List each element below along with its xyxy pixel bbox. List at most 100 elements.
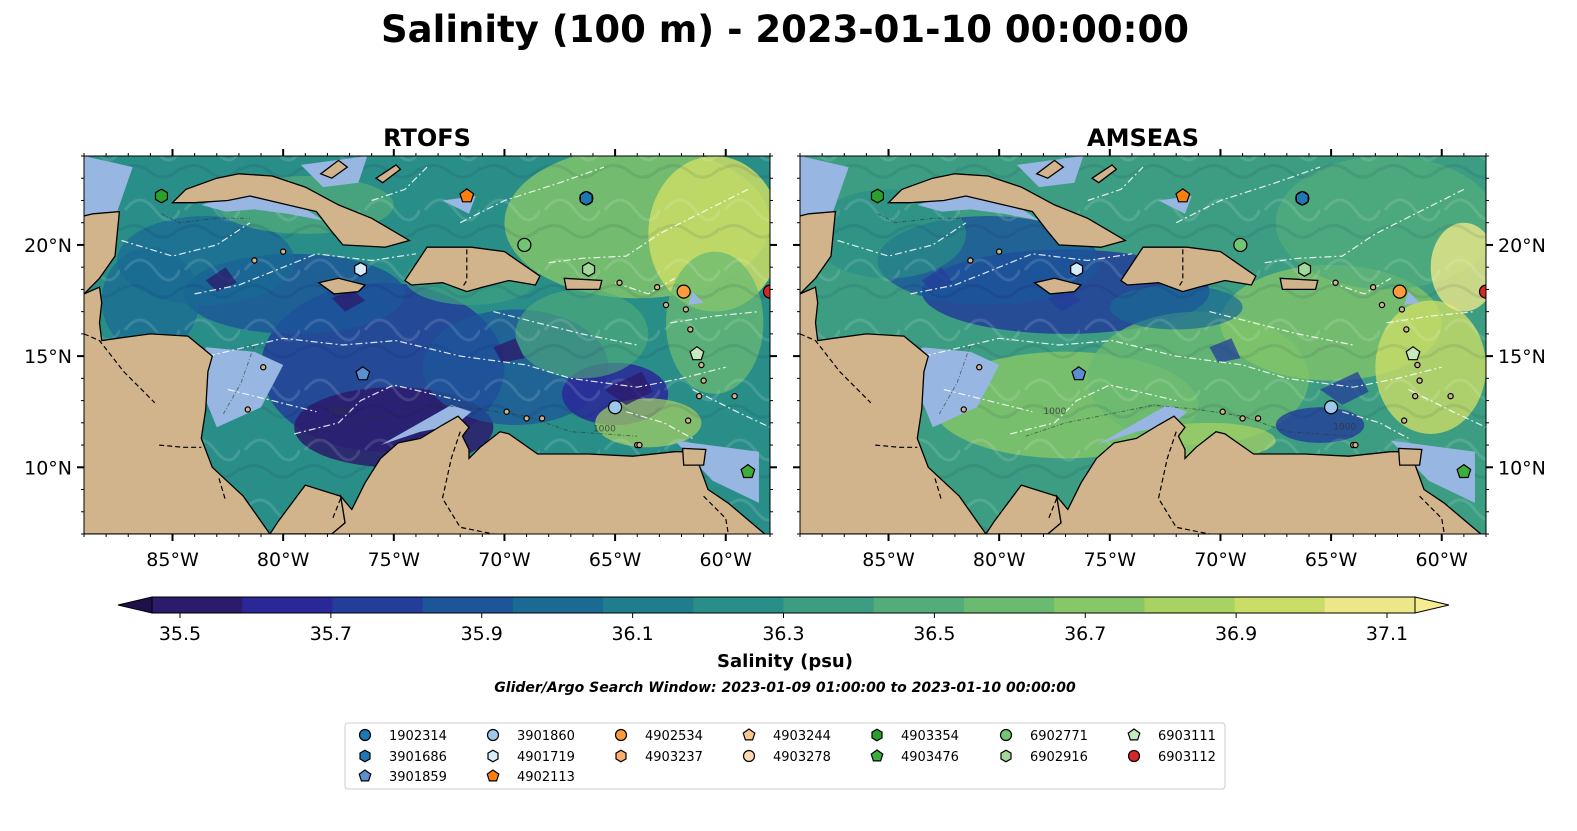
- land-jamaica: [317, 277, 367, 295]
- small-island: [260, 364, 267, 371]
- depth-contour: [877, 213, 966, 224]
- lat-tick-label: 10°N: [1498, 457, 1546, 479]
- colorbar-segment: [152, 597, 243, 613]
- float-marker-3901859: [355, 366, 371, 381]
- land-trinidad: [681, 447, 707, 466]
- colorbar-segment: [422, 597, 514, 613]
- legend-marker: [1127, 728, 1141, 741]
- small-island: [1219, 408, 1226, 415]
- lon-tick-label: 80°W: [257, 549, 310, 571]
- country-border: [1419, 495, 1445, 534]
- country-border: [934, 478, 943, 501]
- colorbar-tick-label: 35.7: [310, 623, 352, 645]
- small-island: [1403, 326, 1410, 333]
- eez-boundary: [1342, 411, 1409, 439]
- float-marker-6903111: [1405, 345, 1421, 361]
- eez-boundary: [371, 166, 428, 202]
- lat-tick-label: 20°N: [24, 235, 72, 257]
- float-marker-3901860: [1323, 400, 1339, 415]
- float-marker-4903354: [870, 188, 885, 204]
- small-island: [503, 408, 510, 415]
- lat-tick-label: 20°N: [1498, 235, 1546, 257]
- lon-tick-label: 70°W: [1194, 549, 1247, 571]
- colorbar: 35.5 35.7 35.9 36.1 36.3 36.5 36.7 36.9 37.1: [117, 596, 1450, 645]
- float-marker-4901719: [1070, 261, 1084, 277]
- country-border: [800, 333, 872, 404]
- small-island: [1416, 377, 1423, 384]
- small-island: [682, 306, 690, 313]
- legend-label: 6902916: [1030, 750, 1088, 765]
- land-cuba: [886, 173, 1127, 248]
- legend-label: 4902534: [645, 729, 703, 744]
- colorbar-tick-label: 36.3: [762, 623, 804, 645]
- map-frame: [799, 155, 1487, 535]
- land-puertorico: [563, 277, 603, 291]
- small-island: [1411, 392, 1419, 400]
- colorbar-tick-label: 35.5: [159, 623, 201, 645]
- colorbar-tick-label: 36.7: [1064, 623, 1106, 645]
- eez-boundary: [1010, 384, 1177, 435]
- colorbar-segment: [603, 597, 694, 613]
- depth-contour: [222, 344, 255, 415]
- country-border: [1177, 249, 1184, 288]
- legend-label: 4901719: [517, 750, 575, 765]
- legend-marker: [487, 749, 499, 763]
- float-marker-3901859: [1071, 366, 1087, 381]
- legend-marker: [1000, 749, 1012, 763]
- legend-label: 6902771: [1030, 729, 1088, 744]
- float-marker-4901719: [354, 261, 368, 277]
- lon-tick-label: 65°W: [1305, 549, 1358, 571]
- legend-item-3901686: 3901686: [359, 749, 447, 765]
- legend-label: 4903237: [645, 750, 703, 765]
- contour-label: 1000: [327, 407, 350, 417]
- legend-label: 4902113: [517, 770, 575, 785]
- legend: 1902314 3901686 3901859 3901860 4901719 49021…: [344, 722, 1226, 790]
- legend-label: 6903111: [1158, 729, 1216, 744]
- deep-basin: [1320, 371, 1369, 405]
- land-cuba: [170, 173, 411, 248]
- legend-item-4901719: 4901719: [487, 749, 575, 765]
- legend-item-3901860: 3901860: [486, 728, 575, 744]
- legend-item-6902771: 6902771: [999, 728, 1088, 744]
- legend-marker: [486, 728, 500, 742]
- lon-tick-label: 85°W: [146, 549, 199, 571]
- colorbar-segment: [1054, 597, 1145, 613]
- figure-title: Salinity (100 m) - 2023-01-10 00:00:00: [381, 8, 1189, 51]
- eez-boundary: [837, 222, 967, 257]
- land-hispaniola: [404, 246, 541, 293]
- legend-marker: [486, 769, 500, 782]
- colorbar-segment: [512, 597, 604, 613]
- colorbar-segment: [873, 597, 965, 613]
- small-island: [653, 283, 661, 291]
- legend-marker: [358, 769, 372, 782]
- legend-marker: [742, 749, 756, 763]
- shallow-shelf: [1404, 291, 1420, 305]
- land-bahamas1: [1035, 159, 1065, 179]
- eez-boundary: [1087, 166, 1144, 202]
- legend-marker: [614, 728, 628, 742]
- float-marker-6902916: [1297, 261, 1312, 277]
- lat-tick-label: 15°N: [1498, 346, 1546, 368]
- small-island: [684, 417, 692, 424]
- depth-contour: [161, 213, 250, 224]
- land-trinidad: [1397, 447, 1423, 466]
- colorbar-extend-low: [117, 596, 153, 614]
- small-island: [616, 279, 623, 286]
- legend-marker: [871, 728, 883, 742]
- eez-boundary: [923, 337, 1442, 388]
- float-marker-4902534: [1392, 284, 1407, 299]
- depth-contour: [309, 404, 638, 437]
- shallow-shelf: [1096, 405, 1188, 446]
- land-bahamas2: [374, 164, 402, 184]
- land-jamaica: [1033, 277, 1083, 295]
- land-bahamas2: [1090, 164, 1118, 184]
- country-border: [875, 444, 918, 448]
- land-hispaniola: [1120, 246, 1257, 293]
- colorbar-tick-label: 37.1: [1366, 623, 1408, 645]
- legend-marker: [742, 728, 756, 741]
- eez-boundary: [626, 411, 693, 439]
- eez-boundary: [121, 222, 251, 257]
- legend-item-4903244: 4903244: [742, 728, 831, 744]
- lon-tick-label: 65°W: [589, 549, 642, 571]
- legend-marker: [359, 749, 371, 763]
